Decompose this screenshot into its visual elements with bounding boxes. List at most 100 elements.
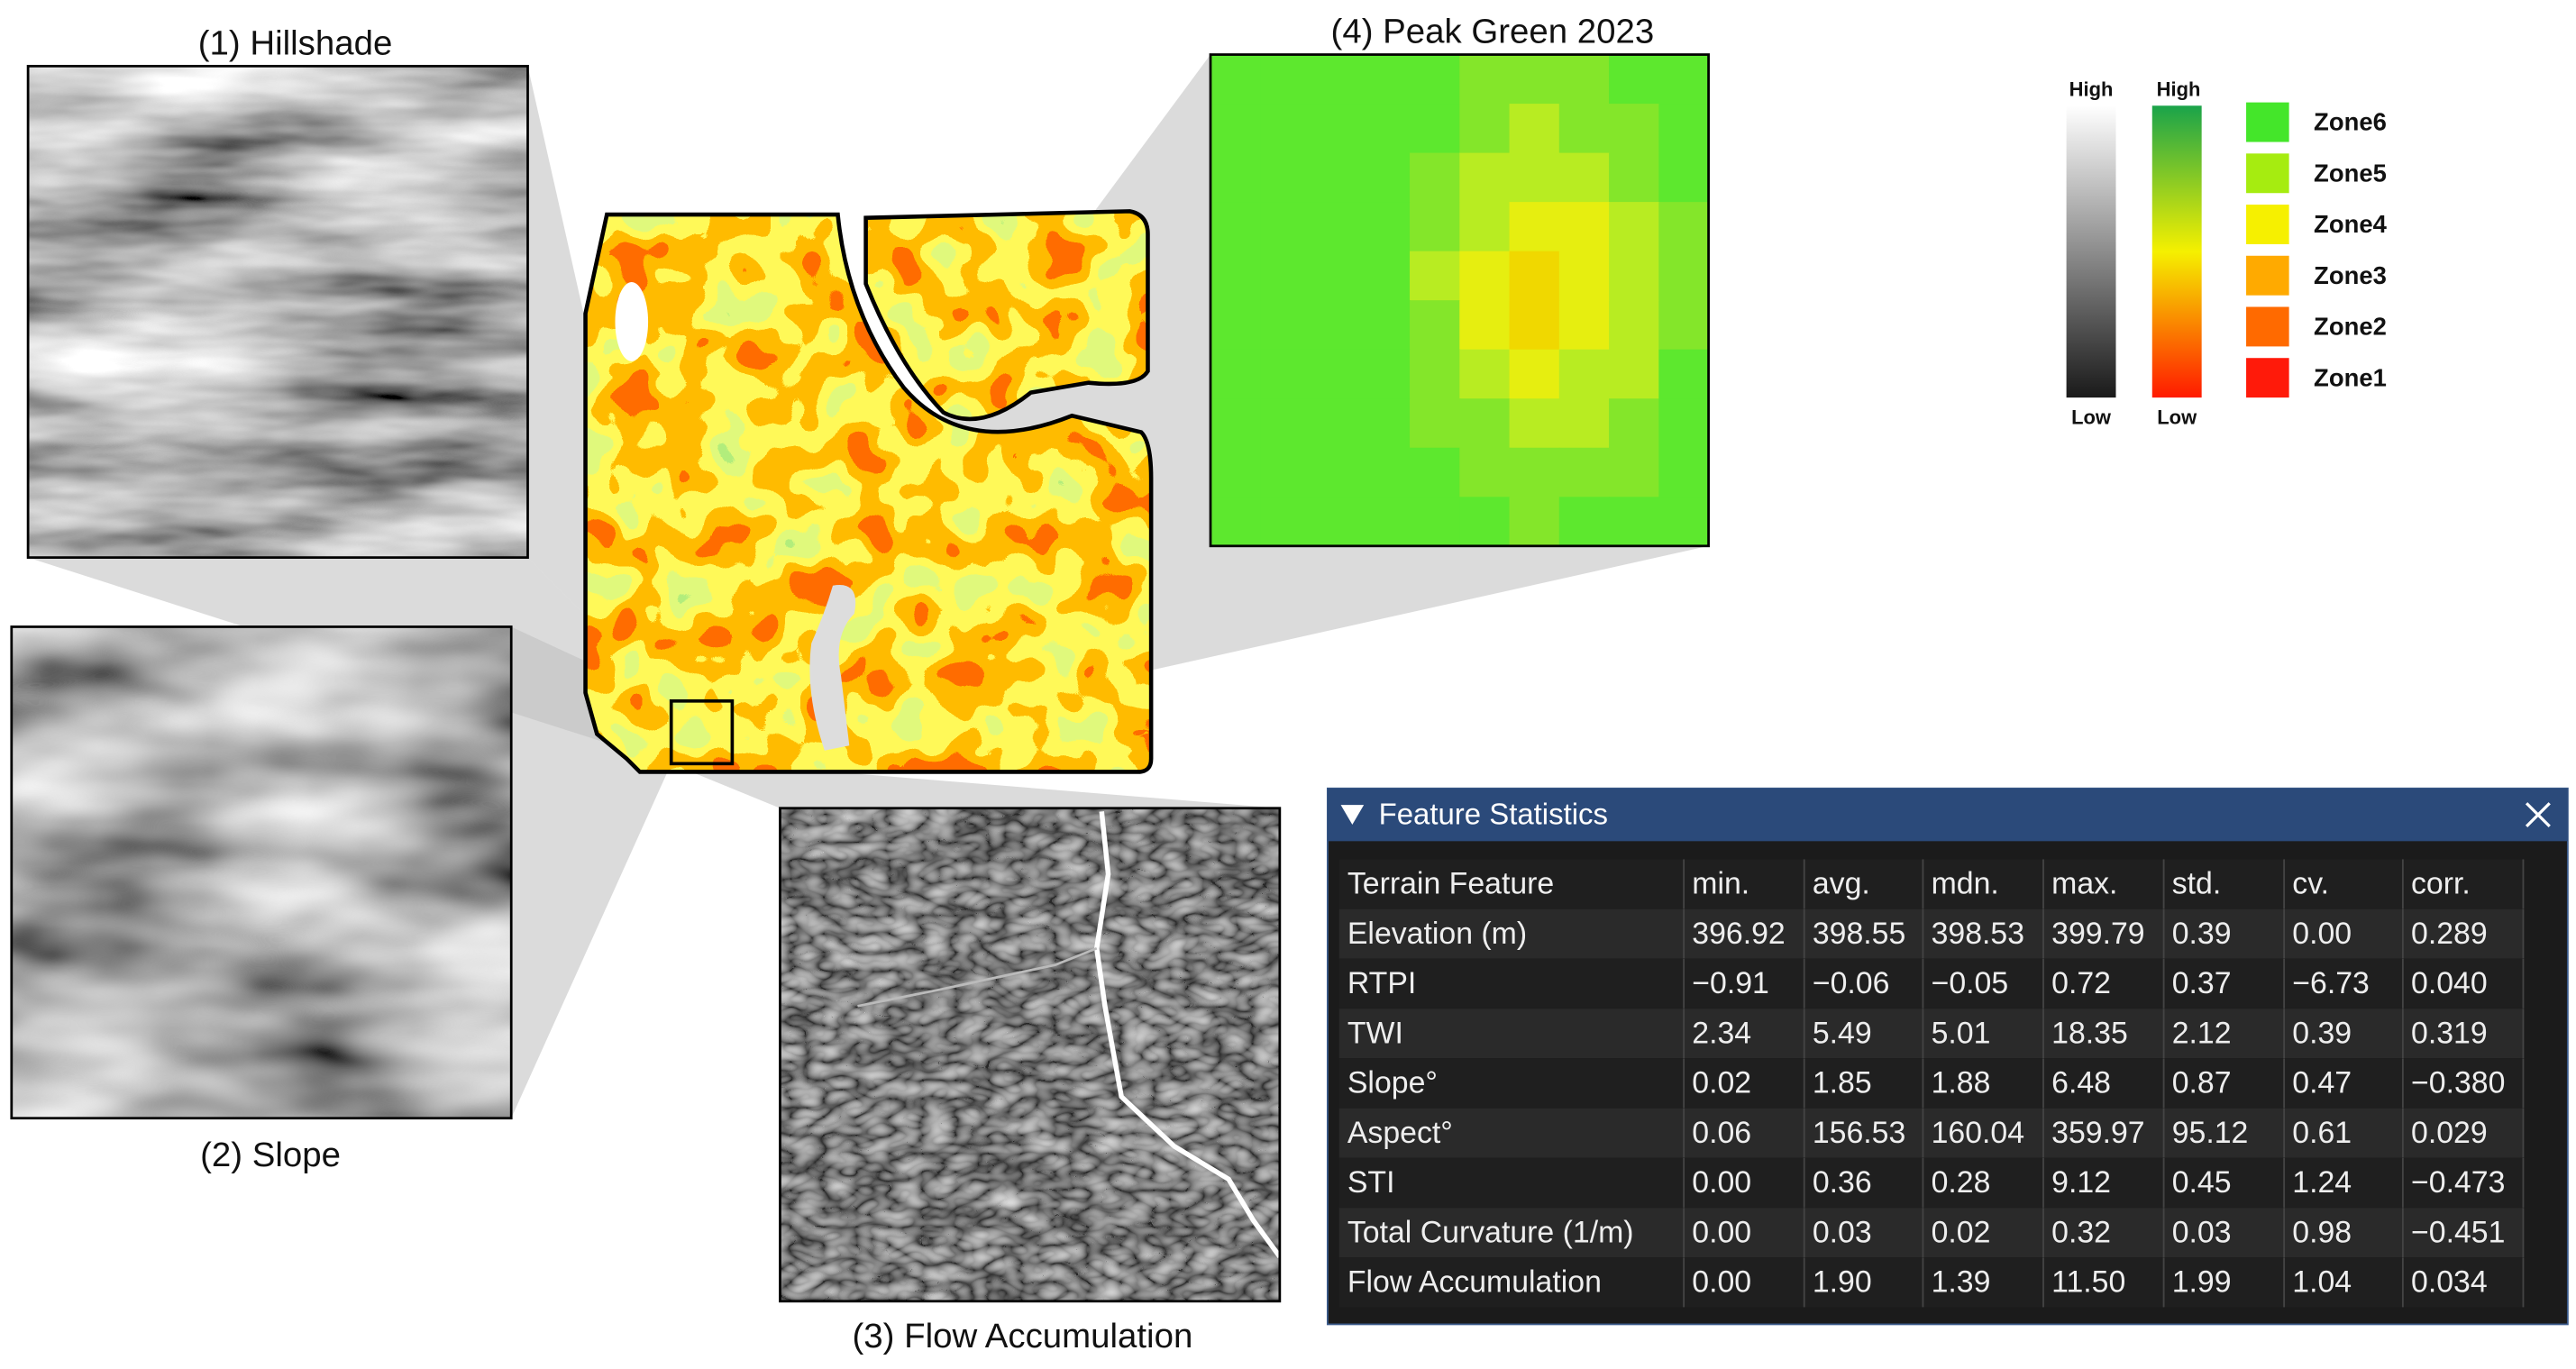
table-cell: 0.02 [1932, 1215, 1991, 1249]
table-cell: 6.48 [2051, 1066, 2111, 1100]
pixel [1260, 104, 1311, 154]
pixel [1658, 447, 1710, 498]
table-cell: 0.47 [2292, 1066, 2352, 1100]
pixel [1509, 202, 1560, 252]
pixel [1509, 349, 1560, 400]
pixel [1210, 251, 1262, 302]
legend-label: High [2069, 78, 2114, 100]
pixel [1410, 54, 1461, 105]
pixel [1459, 497, 1511, 547]
zone-swatch [2246, 306, 2289, 347]
pixel [1210, 398, 1262, 449]
pixel [1310, 54, 1361, 105]
pixel [1260, 497, 1311, 547]
pixel [1509, 497, 1560, 547]
close-button[interactable] [2525, 802, 2551, 828]
pixel [1459, 104, 1511, 154]
pixel [1459, 54, 1511, 105]
pixel [1658, 349, 1710, 400]
legend-label: High [2157, 78, 2201, 100]
table-row [1338, 1108, 2524, 1158]
pixel [1658, 497, 1710, 547]
pixel [1359, 349, 1411, 400]
table-cell: 2.12 [2172, 1016, 2232, 1050]
pixel [1310, 202, 1361, 252]
pixel [1260, 349, 1311, 400]
pixel [1359, 152, 1411, 204]
pixel [1310, 497, 1361, 547]
pixel [1410, 251, 1461, 302]
table-cell: 160.04 [1932, 1116, 2024, 1150]
pixel [1558, 398, 1610, 449]
table-cell: 0.00 [1692, 1215, 1751, 1249]
table-cell: −0.473 [2411, 1165, 2505, 1200]
pixel [1310, 398, 1361, 449]
pixel [1310, 447, 1361, 498]
pixel [1210, 202, 1262, 252]
pixel [1609, 497, 1660, 547]
frame [10, 625, 513, 1120]
table-cell: 398.55 [1813, 917, 1905, 951]
pixel [1459, 202, 1511, 252]
frame [1209, 53, 1710, 548]
table-cell: 399.79 [2051, 917, 2144, 951]
pixel [1658, 251, 1710, 302]
pixel [1260, 251, 1311, 302]
column-header: std. [2172, 867, 2222, 901]
pixel [1509, 398, 1560, 449]
table-cell: 11.50 [2051, 1265, 2125, 1300]
table-cell: 0.029 [2411, 1116, 2488, 1150]
table-cell: 0.39 [2172, 917, 2232, 951]
pixel [1459, 349, 1511, 400]
zone-label: Zone6 [2314, 108, 2387, 136]
table-cell: 2.34 [1692, 1016, 1751, 1050]
pixel [1260, 54, 1311, 105]
table-cell: −0.91 [1692, 966, 1769, 1000]
pixel [1459, 251, 1511, 302]
hole [615, 282, 649, 361]
connector [527, 66, 733, 764]
panel-label: (2) Slope [200, 1136, 341, 1174]
pixel [1410, 447, 1461, 498]
pixel [1558, 251, 1610, 302]
table-cell: −0.380 [2411, 1066, 2505, 1100]
table-row [1338, 1157, 2524, 1208]
column-header: min. [1692, 867, 1749, 901]
column-header: corr. [2411, 867, 2471, 901]
zone-swatch [2246, 102, 2289, 142]
pixel [1609, 54, 1660, 105]
pixel [1260, 398, 1311, 449]
pixel [1459, 300, 1511, 351]
table-cell: 0.06 [1692, 1116, 1751, 1150]
legend-label: Low [2157, 406, 2197, 428]
pixel [1509, 251, 1560, 302]
frame [26, 64, 529, 559]
title-bar[interactable] [1327, 788, 2568, 842]
pixel [1558, 300, 1610, 351]
collapse-arrow[interactable] [1340, 805, 1365, 826]
table-cell: 5.01 [1932, 1016, 1991, 1050]
pixel [1509, 300, 1560, 351]
table-cell: 0.02 [1692, 1066, 1751, 1100]
pixel [1310, 251, 1361, 302]
pixel [1410, 398, 1461, 449]
table-row [1338, 1008, 2524, 1059]
pixel [1310, 152, 1361, 204]
table-cell: 0.28 [1932, 1165, 1991, 1200]
column-header: mdn. [1932, 867, 1999, 901]
pixel [1359, 54, 1411, 105]
pixel [1260, 300, 1311, 351]
table-cell: TWI [1347, 1016, 1403, 1050]
table-cell: 156.53 [1813, 1116, 1905, 1150]
pixel [1609, 349, 1660, 400]
pixel [1609, 300, 1660, 351]
pixel [1210, 104, 1262, 154]
pixel [1210, 54, 1262, 105]
pixel [1210, 447, 1262, 498]
frame [779, 807, 1282, 1303]
pixel [1609, 251, 1660, 302]
table-cell: 359.97 [2051, 1116, 2144, 1150]
pixel [1310, 349, 1361, 400]
pixel [1558, 447, 1610, 498]
